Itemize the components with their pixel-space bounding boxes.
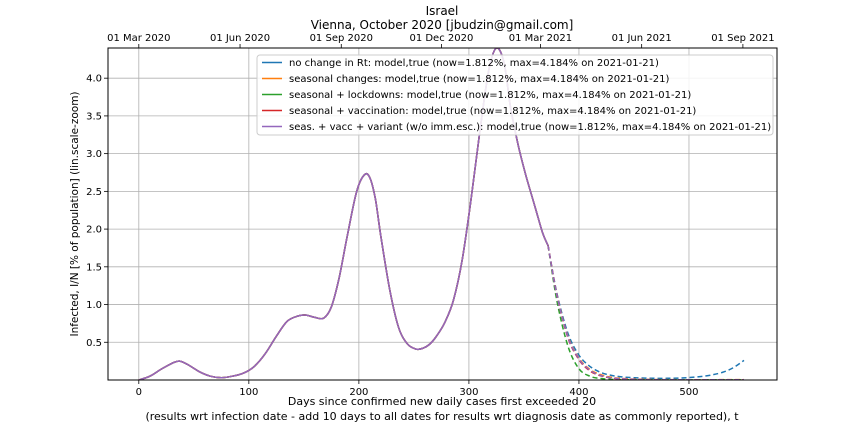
top-axis: 01 Mar 2020 01 Jun 2020 01 Sep 2020 01 Dec …	[107, 33, 775, 48]
x-axis-label: Days since confirmed new daily cases fir…	[288, 395, 596, 408]
top-tick-label: 01 Sep 2020	[310, 33, 373, 44]
projection-line-3	[547, 245, 744, 380]
y-tick-label: 1.5	[86, 262, 102, 273]
y-tick-label: 1.0	[86, 300, 102, 311]
top-tick-label: 01 Mar 2021	[509, 33, 572, 44]
projection-line-2	[547, 245, 745, 380]
x-tick-label: 100	[239, 387, 258, 398]
x-tick-label: 200	[349, 387, 368, 398]
top-tick-label: 01 Jun 2021	[612, 33, 672, 44]
y-axis: 0.5 1.0 1.5 2.0 2.5 3.0 3.5 4.0	[86, 74, 108, 349]
y-tick-label: 4.0	[86, 74, 102, 85]
projection-line-4	[547, 245, 744, 380]
legend: no change in Rt: model,true (now=1.812%,…	[256, 54, 774, 136]
legend-label-3: seasonal + lockdowns: model,true (now=1.…	[289, 90, 691, 101]
legend-label-4: seasonal + vaccination: model,true (now=…	[289, 106, 696, 117]
top-tick-label: 01 Dec 2020	[409, 33, 473, 44]
x-tick-label: 300	[459, 387, 478, 398]
legend-label-2: seasonal changes: model,true (now=1.812%…	[289, 74, 669, 85]
x-tick-label: 0	[136, 387, 142, 398]
projection-line-5	[547, 245, 744, 380]
legend-label-5: seas. + vacc + variant (w/o imm.esc.): m…	[289, 122, 771, 133]
y-tick-label: 2.5	[86, 187, 102, 198]
top-tick-label: 01 Jun 2020	[210, 33, 270, 44]
y-axis-label: Infected, I/N [% of population] (lin.sca…	[69, 91, 81, 336]
legend-frame	[256, 54, 774, 136]
plot-frame	[107, 47, 778, 381]
y-tick-label: 0.5	[86, 338, 102, 349]
chart-title: Israel	[426, 4, 459, 18]
x-tick-label: 400	[569, 387, 588, 398]
x-axis: 0 100 200 300 400 500	[136, 380, 699, 398]
y-tick-label: 2.0	[86, 225, 102, 236]
y-tick-label: 3.0	[86, 149, 102, 160]
legend-label-1: no change in Rt: model,true (now=1.812%,…	[289, 58, 659, 69]
x-axis-label-note: (results wrt infection date - add 10 day…	[145, 410, 739, 423]
projection-line-1	[547, 245, 745, 380]
top-tick-label: 01 Sep 2021	[711, 33, 774, 44]
chart-subtitle: Vienna, October 2020 [jbudzin@gmail.com]	[311, 18, 574, 32]
y-tick-label: 3.5	[86, 111, 102, 122]
x-tick-label: 500	[679, 387, 698, 398]
top-tick-label: 01 Mar 2020	[107, 33, 170, 44]
